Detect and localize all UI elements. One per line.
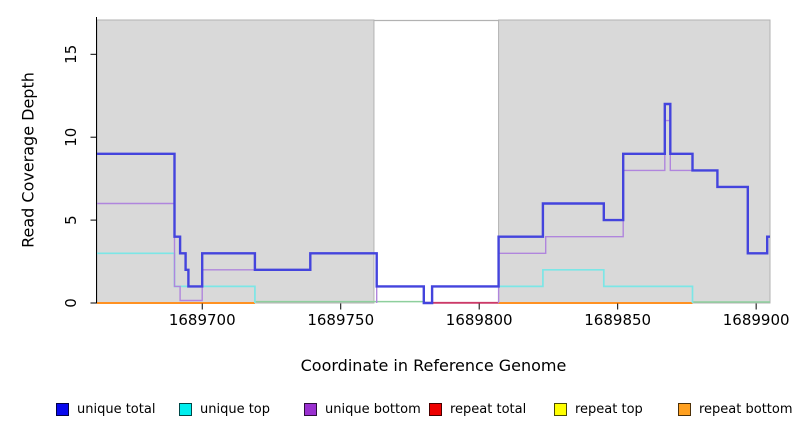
legend-item-repeat-total: repeat total — [429, 398, 526, 420]
repeat-total-swatch-icon — [429, 402, 442, 416]
y-tick-label: 10 — [62, 128, 80, 147]
shaded-region-2 — [498, 19, 771, 304]
legend-item-unique-total: unique total — [56, 398, 155, 420]
y-axis-title: Read Coverage Depth — [18, 72, 38, 248]
y-tick-label: 0 — [62, 298, 80, 308]
legend-label: unique total — [77, 401, 156, 417]
series-line-unique-total — [97, 102, 770, 305]
y-tick-label: 5 — [62, 215, 80, 225]
legend: unique total unique top unique bottom repea… — [0, 398, 792, 422]
legend-item-unique-top: unique top — [179, 398, 270, 420]
y-tick-label: 15 — [62, 45, 80, 64]
x-axis-title: Coordinate in Reference Genome — [300, 356, 567, 375]
repeat-bottom-swatch-icon — [678, 402, 691, 416]
x-tick-label: 1689850 — [584, 311, 651, 329]
legend-label: repeat top — [575, 401, 643, 417]
x-tick-label: 1689700 — [169, 311, 236, 329]
legend-label: unique top — [200, 401, 271, 417]
unique-top-swatch-icon — [179, 402, 192, 416]
unique-bottom-swatch-icon — [304, 402, 317, 416]
repeat-top-swatch-icon — [554, 402, 567, 416]
x-tick-label: 1689800 — [446, 311, 513, 329]
unique-total-swatch-icon — [56, 402, 69, 416]
legend-item-repeat-bottom: repeat bottom — [678, 398, 792, 420]
shaded-region-1 — [96, 19, 375, 304]
legend-item-repeat-top: repeat top — [554, 398, 643, 420]
legend-label: unique bottom — [325, 401, 421, 417]
legend-label: repeat total — [450, 401, 527, 417]
x-tick-label: 1689750 — [307, 311, 374, 329]
x-tick-label: 1689900 — [723, 311, 790, 329]
legend-item-unique-bottom: unique bottom — [304, 398, 421, 420]
legend-label: repeat bottom — [699, 401, 792, 417]
